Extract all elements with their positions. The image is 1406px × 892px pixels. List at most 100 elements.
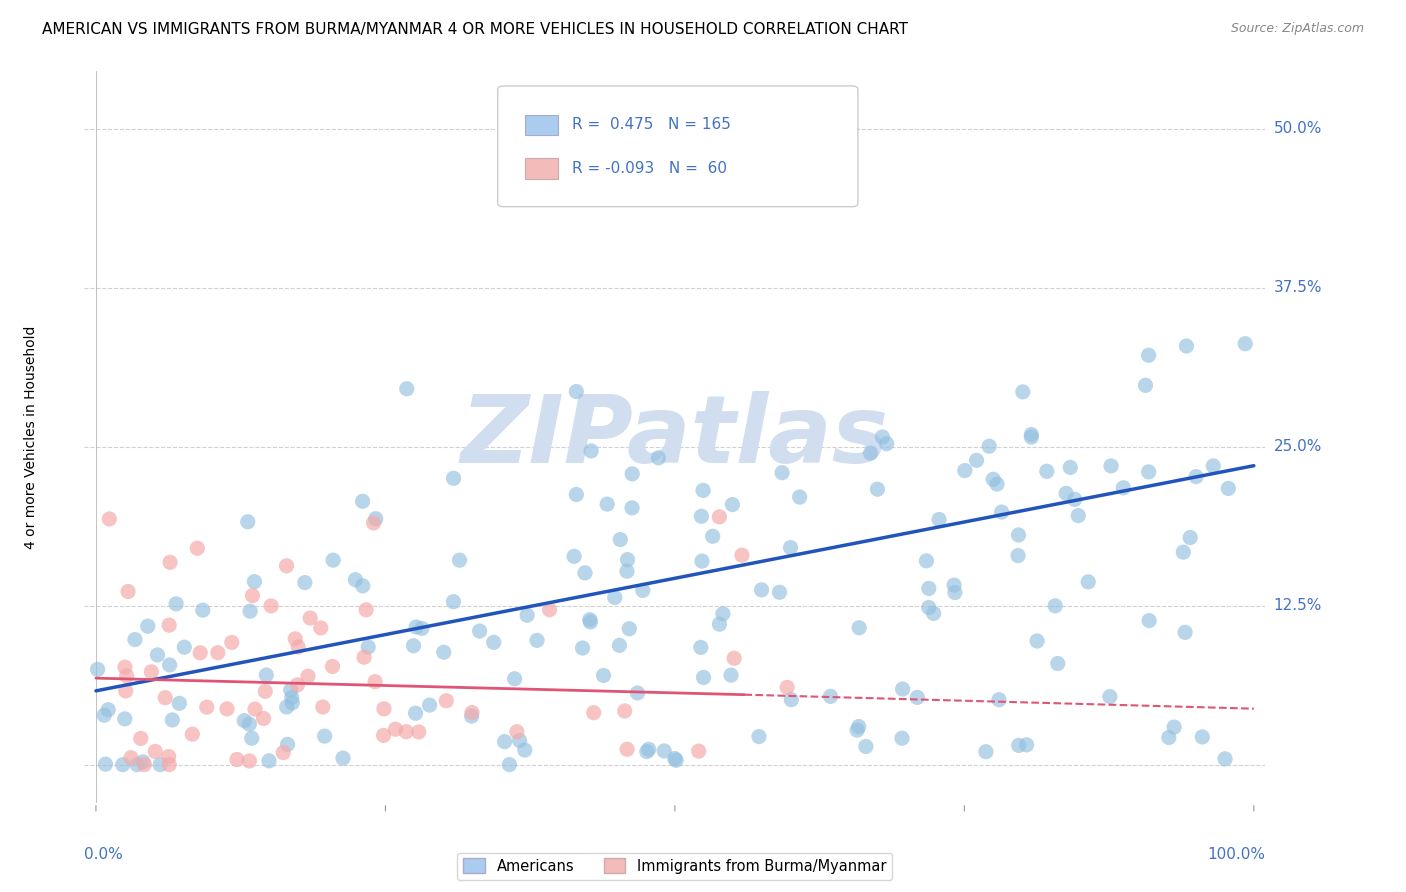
Point [364, 512, 387, 526]
Point [578, 613, 600, 627]
Point [134, 757, 156, 772]
Point [243, 702, 266, 716]
Point [221, 635, 243, 649]
Point [579, 444, 602, 458]
Point [395, 382, 418, 396]
Point [709, 617, 731, 632]
Point [1043, 599, 1066, 613]
Point [1202, 458, 1225, 473]
Point [943, 585, 966, 599]
Point [631, 583, 654, 598]
Point [280, 690, 302, 705]
Point [238, 754, 260, 768]
Point [918, 582, 941, 596]
Point [226, 752, 249, 766]
Point [966, 453, 988, 467]
Point [779, 541, 801, 555]
Point [688, 744, 710, 758]
Legend: Americans, Immigrants from Burma/Myanmar: Americans, Immigrants from Burma/Myanmar [457, 853, 893, 880]
Point [1098, 690, 1121, 704]
Bar [524, 114, 558, 135]
Point [441, 595, 464, 609]
Point [243, 574, 266, 589]
Point [240, 731, 263, 746]
Point [136, 619, 159, 633]
Point [157, 749, 180, 764]
Point [188, 646, 211, 660]
Point [354, 603, 377, 617]
Point [891, 731, 914, 746]
Point [636, 745, 658, 759]
Point [461, 706, 484, 720]
Point [254, 668, 277, 682]
Point [149, 757, 172, 772]
Point [494, 734, 516, 748]
Text: 50.0%: 50.0% [1274, 121, 1322, 136]
Point [1099, 458, 1122, 473]
Point [1059, 460, 1081, 475]
Point [124, 632, 146, 647]
Text: R =  0.475   N = 165: R = 0.475 N = 165 [572, 117, 731, 132]
Point [405, 706, 427, 721]
Point [1191, 730, 1213, 744]
Point [579, 615, 602, 629]
Point [233, 714, 256, 728]
Point [443, 471, 465, 485]
Point [433, 645, 456, 659]
Point [312, 700, 335, 714]
Point [846, 723, 869, 738]
Point [596, 497, 619, 511]
Point [271, 746, 294, 760]
Point [276, 700, 298, 714]
Point [1021, 427, 1043, 442]
Point [690, 509, 713, 524]
FancyBboxPatch shape [498, 86, 858, 207]
Point [238, 717, 260, 731]
Point [616, 552, 638, 566]
Point [120, 750, 142, 764]
Point [981, 472, 1004, 486]
Point [918, 600, 941, 615]
Text: 25.0%: 25.0% [1274, 439, 1322, 454]
Point [280, 683, 302, 698]
Point [159, 555, 181, 569]
Point [125, 757, 148, 772]
Text: AMERICAN VS IMMIGRANTS FROM BURMA/MYANMAR 4 OR MORE VEHICLES IN HOUSEHOLD CORREL: AMERICAN VS IMMIGRANTS FROM BURMA/MYANMA… [42, 22, 908, 37]
Point [562, 549, 585, 564]
Point [872, 430, 894, 444]
Bar [524, 159, 558, 179]
Point [1163, 720, 1185, 734]
Point [751, 582, 773, 597]
Point [621, 500, 644, 515]
Point [353, 650, 375, 665]
Point [98, 512, 121, 526]
Point [565, 384, 588, 399]
Point [1213, 752, 1236, 766]
Point [449, 553, 471, 567]
Point [1077, 574, 1099, 589]
Point [332, 751, 354, 765]
Point [1185, 469, 1208, 483]
Point [287, 678, 309, 692]
Point [284, 632, 307, 646]
Point [186, 541, 208, 556]
Point [603, 591, 626, 605]
Point [1137, 348, 1160, 362]
Point [866, 482, 889, 496]
Point [281, 696, 304, 710]
Text: R = -0.093   N =  60: R = -0.093 N = 60 [572, 161, 727, 176]
Point [294, 575, 316, 590]
Point [780, 692, 803, 706]
Point [93, 708, 115, 723]
Point [363, 516, 385, 530]
Point [1026, 634, 1049, 648]
Point [702, 529, 724, 543]
Point [146, 648, 169, 662]
Point [195, 700, 218, 714]
Point [129, 731, 152, 746]
Point [538, 603, 561, 617]
Point [114, 712, 136, 726]
Point [344, 573, 367, 587]
Point [468, 624, 491, 638]
Point [297, 669, 319, 683]
